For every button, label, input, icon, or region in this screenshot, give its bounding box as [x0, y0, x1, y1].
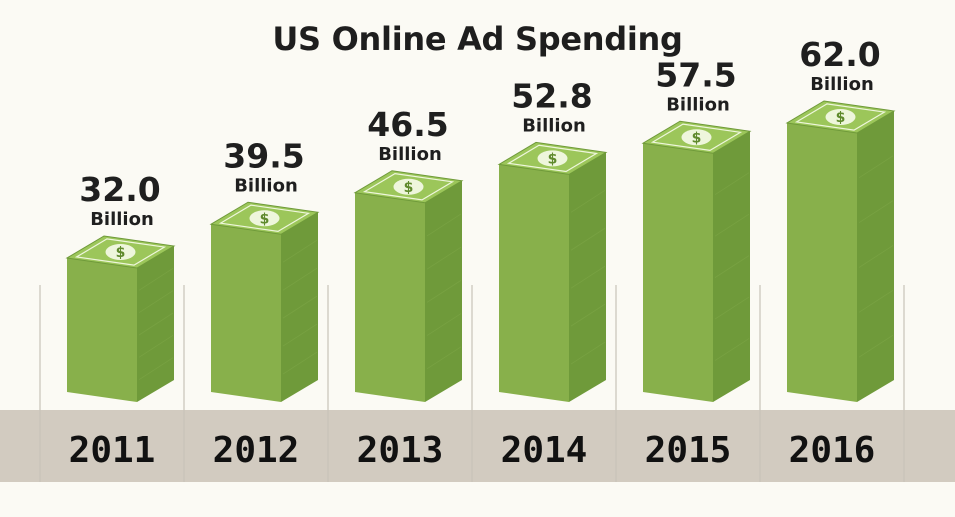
value-labels: 32.0Billion39.5Billion46.5Billion52.8Bil… [79, 35, 880, 230]
year-labels: 2011 2012 2013 2014 2015 2016 [69, 430, 876, 471]
dollar-sign: $ [404, 180, 414, 196]
value-label-2015: 57.5 [655, 55, 736, 94]
year-label-2012: 2012 [213, 430, 300, 471]
unit-label-2015: Billion [666, 94, 730, 115]
column-dividers [39, 285, 905, 482]
value-label-2016: 62.0 [799, 35, 880, 74]
value-label-2013: 46.5 [367, 105, 448, 144]
unit-label-2012: Billion [234, 175, 298, 196]
dollar-icon [105, 244, 136, 260]
value-label-2011: 32.0 [79, 170, 160, 209]
value-label-2012: 39.5 [223, 136, 304, 175]
money-stacks: $ $ $ $ $ $ [65, 100, 896, 402]
dollar-icon [393, 178, 424, 195]
chart-title: US Online Ad Spending [272, 20, 683, 58]
bar-2016: $ [785, 100, 896, 402]
unit-label-2011: Billion [90, 209, 154, 230]
unit-label-2013: Billion [378, 144, 442, 165]
bar-2012: $ [209, 201, 320, 402]
bar-2011: $ [65, 235, 176, 402]
unit-label-2014: Billion [522, 115, 586, 136]
dollar-sign: $ [260, 211, 270, 227]
dollar-icon [681, 129, 712, 146]
dollar-sign: $ [836, 110, 846, 126]
dollar-sign: $ [548, 151, 558, 167]
unit-label-2016: Billion [810, 74, 874, 95]
year-label-2016: 2016 [789, 430, 876, 471]
bar-2013: $ [353, 170, 464, 402]
year-band [0, 410, 955, 482]
year-label-2014: 2014 [501, 430, 588, 471]
year-label-2015: 2015 [645, 430, 732, 471]
dollar-icon [537, 150, 568, 167]
year-label-2011: 2011 [69, 430, 156, 471]
dollar-sign: $ [692, 130, 702, 146]
dollar-sign: $ [116, 245, 126, 261]
dollar-icon [825, 109, 856, 125]
value-label-2014: 52.8 [511, 76, 592, 115]
dollar-icon [249, 210, 280, 227]
year-label-2013: 2013 [357, 430, 444, 471]
bar-2014: $ [497, 141, 608, 402]
bar-2015: $ [641, 120, 752, 402]
